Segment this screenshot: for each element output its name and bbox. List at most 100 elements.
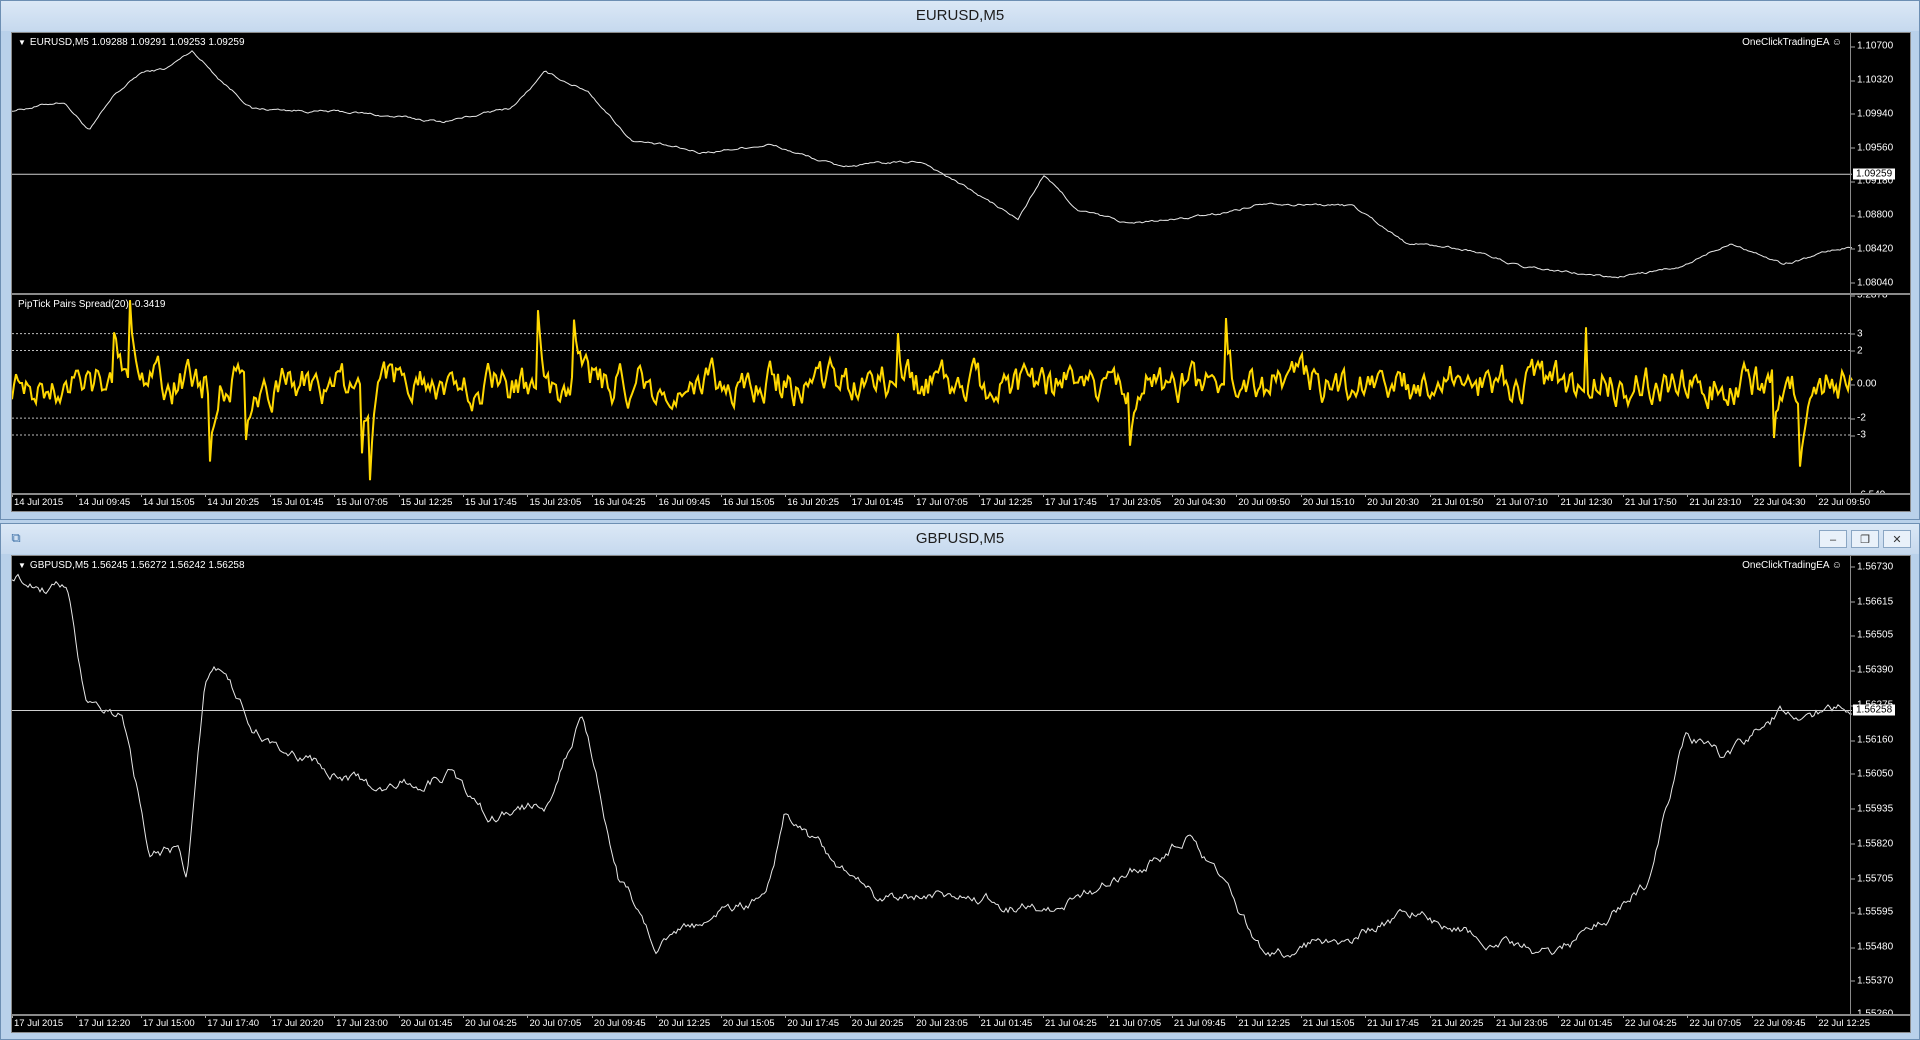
time-axis-label: 21 Jul 12:25 bbox=[1236, 1016, 1291, 1029]
minimize-button[interactable]: – bbox=[1819, 530, 1847, 548]
scale-tick-label: 1.55935 bbox=[1850, 803, 1894, 815]
scale-tick-label: 1.55260 bbox=[1857, 1009, 1893, 1014]
time-axis-label: 22 Jul 12:25 bbox=[1816, 1016, 1870, 1029]
scale-tick-label: 1.55705 bbox=[1850, 873, 1894, 885]
time-axis-label: 20 Jul 04:25 bbox=[463, 1016, 517, 1029]
window-title: GBPUSD,M5 bbox=[915, 530, 1005, 547]
time-axis-label: 21 Jul 07:10 bbox=[1494, 495, 1548, 508]
scale-tick-label: 1.56505 bbox=[1850, 629, 1894, 641]
eurusd-chart-window[interactable]: EURUSD,M5 ▼ EURUSD,M5 1.09288 1.09291 1.0… bbox=[0, 0, 1920, 520]
time-axis-label: 21 Jul 07:05 bbox=[1107, 1016, 1162, 1029]
time-axis-label: 22 Jul 09:50 bbox=[1816, 495, 1870, 508]
scale-tick-label: -2 bbox=[1851, 412, 1866, 424]
time-axis-label: 14 Jul 2015 bbox=[12, 495, 64, 508]
price-scale[interactable]: 1.567301.566151.565051.563901.562751.561… bbox=[1850, 556, 1910, 1014]
scale-tick-label: 1.09180 bbox=[1850, 175, 1894, 187]
time-axis-label: 14 Jul 20:25 bbox=[205, 495, 260, 508]
time-axis-label: 22 Jul 01:45 bbox=[1558, 1016, 1613, 1029]
window-controls: – ❐ ✕ bbox=[1819, 530, 1911, 548]
expert-advisor-label: OneClickTradingEA ☺ bbox=[1742, 560, 1842, 571]
time-axis-label: 20 Jul 09:45 bbox=[591, 1016, 646, 1029]
time-axis-label: 17 Jul 2015 bbox=[12, 1016, 64, 1029]
gbpusd-price-line bbox=[12, 573, 1853, 959]
time-axis-label: 17 Jul 01:45 bbox=[849, 495, 904, 508]
scale-tick-label: 0.00 bbox=[1850, 378, 1877, 390]
price-series bbox=[12, 573, 1853, 959]
time-axis-label: 20 Jul 20:25 bbox=[849, 1016, 904, 1029]
current-price-tag: 1.09259 bbox=[1853, 168, 1896, 180]
current-price-tag: 1.56258 bbox=[1853, 704, 1896, 716]
gbpusd-title-bar[interactable]: ⧉ GBPUSD,M5 – ❐ ✕ bbox=[1, 524, 1919, 554]
spread-indicator-line bbox=[12, 300, 1853, 481]
price-scale[interactable]: 1.10700 1.10320 1.09940 1.09560 1.09180 1.088… bbox=[1850, 33, 1910, 293]
scale-tick-label: 1.09940 bbox=[1850, 108, 1894, 120]
time-axis-label: 17 Jul 07:05 bbox=[914, 495, 968, 508]
time-axis-label: 15 Jul 12:25 bbox=[398, 495, 453, 508]
time-axis-label: 21 Jul 09:45 bbox=[1171, 1016, 1226, 1029]
time-axis-label: 20 Jul 23:05 bbox=[914, 1016, 968, 1029]
spread-indicator-pane[interactable]: PipTick Pairs Spread(20) -0.3419 5.2878 3… bbox=[11, 294, 1911, 494]
scale-tick-label: 1.56390 bbox=[1850, 664, 1894, 676]
time-axis-label: 17 Jul 20:20 bbox=[269, 1016, 324, 1029]
time-axis-label: 22 Jul 04:25 bbox=[1622, 1016, 1677, 1029]
gbpusd-price-pane[interactable]: ▼ GBPUSD,M5 1.56245 1.56272 1.56242 1.562… bbox=[11, 555, 1911, 1015]
time-axis-label: 20 Jul 15:10 bbox=[1300, 495, 1355, 508]
time-axis-label: 21 Jul 15:05 bbox=[1300, 1016, 1355, 1029]
time-axis-label: 17 Jul 12:20 bbox=[76, 1016, 131, 1029]
time-axis-label: 21 Jul 17:50 bbox=[1622, 495, 1677, 508]
time-axis-label: 22 Jul 04:30 bbox=[1751, 495, 1806, 508]
scale-tick-label: 1.55480 bbox=[1850, 941, 1894, 953]
scale-tick-label: 1.56050 bbox=[1850, 768, 1894, 780]
time-axis-label: 21 Jul 20:25 bbox=[1429, 1016, 1484, 1029]
collapse-triangle-icon[interactable]: ▼ bbox=[18, 561, 26, 570]
time-axis-label: 21 Jul 23:05 bbox=[1494, 1016, 1548, 1029]
time-axis-label: 20 Jul 20:30 bbox=[1365, 495, 1419, 508]
scale-tick-label: 1.09560 bbox=[1850, 142, 1894, 154]
eurusd-price-line bbox=[12, 50, 1853, 279]
indicator-scale[interactable]: 5.2878 3 2 0.00 -2 -3 -6.549 bbox=[1850, 295, 1910, 493]
time-axis-label: 22 Jul 09:45 bbox=[1751, 1016, 1806, 1029]
restore-button[interactable]: ❐ bbox=[1851, 530, 1879, 548]
gbpusd-chart-window[interactable]: ⧉ GBPUSD,M5 – ❐ ✕ ▼ GBPUSD,M5 1.56245 1.5… bbox=[0, 523, 1920, 1040]
scale-tick-label: 1.08800 bbox=[1850, 209, 1894, 221]
time-axis-label: 21 Jul 12:30 bbox=[1558, 495, 1613, 508]
time-axis-label: 15 Jul 07:05 bbox=[334, 495, 388, 508]
time-axis-label: 16 Jul 04:25 bbox=[591, 495, 646, 508]
time-axis-label: 20 Jul 12:25 bbox=[656, 1016, 711, 1029]
time-axis-label: 15 Jul 01:45 bbox=[269, 495, 324, 508]
eurusd-title-bar[interactable]: EURUSD,M5 bbox=[1, 1, 1919, 31]
time-axis-label: 20 Jul 09:50 bbox=[1236, 495, 1291, 508]
scale-tick-label: 1.10700 bbox=[1850, 40, 1894, 52]
time-axis-label: 20 Jul 17:45 bbox=[785, 1016, 839, 1029]
scale-tick-label: 1.08420 bbox=[1850, 243, 1894, 255]
time-axis-label: 15 Jul 17:45 bbox=[463, 495, 517, 508]
scale-tick-label: 1.55370 bbox=[1850, 975, 1894, 987]
chart-window-icon: ⧉ bbox=[11, 530, 21, 545]
time-axis-label: 17 Jul 17:45 bbox=[1042, 495, 1097, 508]
time-axis-label: 21 Jul 17:45 bbox=[1365, 1016, 1419, 1029]
time-axis-label: 17 Jul 23:00 bbox=[334, 1016, 388, 1029]
collapse-triangle-icon[interactable]: ▼ bbox=[18, 38, 26, 47]
scale-tick-label: -6.549 bbox=[1857, 490, 1885, 494]
scale-tick-label: 1.08040 bbox=[1850, 277, 1894, 289]
gbpusd-time-axis: 17 Jul 2015 17 Jul 12:20 17 Jul 15:00 17 Ju… bbox=[11, 1015, 1911, 1033]
time-axis-label: 21 Jul 01:45 bbox=[978, 1016, 1033, 1029]
price-series bbox=[12, 50, 1853, 279]
scale-tick-label: 1.10320 bbox=[1850, 74, 1894, 86]
time-axis-label: 20 Jul 04:30 bbox=[1171, 495, 1226, 508]
expert-advisor-label: OneClickTradingEA ☺ bbox=[1742, 37, 1842, 48]
eurusd-price-pane[interactable]: ▼ EURUSD,M5 1.09288 1.09291 1.09253 1.092… bbox=[11, 32, 1911, 294]
scale-tick-label: 1.56730 bbox=[1850, 561, 1894, 573]
time-axis-label: 16 Jul 09:45 bbox=[656, 495, 711, 508]
time-axis-label: 20 Jul 01:45 bbox=[398, 1016, 453, 1029]
time-axis-label: 15 Jul 23:05 bbox=[527, 495, 582, 508]
time-axis-label: 17 Jul 15:00 bbox=[140, 1016, 195, 1029]
chart-info-label: ▼ GBPUSD,M5 1.56245 1.56272 1.56242 1.562… bbox=[18, 560, 245, 571]
scale-tick-label: 1.55595 bbox=[1850, 906, 1894, 918]
time-axis-label: 21 Jul 01:50 bbox=[1429, 495, 1484, 508]
time-axis-label: 20 Jul 15:05 bbox=[720, 1016, 775, 1029]
time-axis-label: 14 Jul 15:05 bbox=[140, 495, 195, 508]
close-button[interactable]: ✕ bbox=[1883, 530, 1911, 548]
time-axis-label: 17 Jul 23:05 bbox=[1107, 495, 1162, 508]
spread-series bbox=[12, 300, 1853, 481]
